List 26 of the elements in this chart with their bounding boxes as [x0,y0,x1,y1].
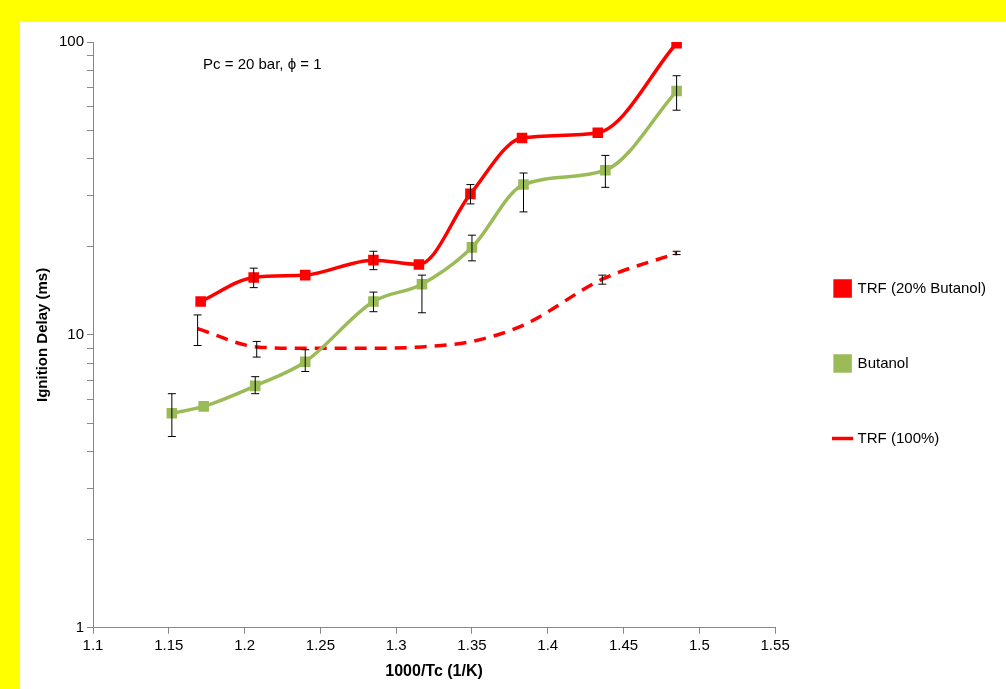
legend-label: Butanol [857,353,909,371]
line-series [195,251,679,351]
x-tick-label: 1.35 [457,635,487,653]
point [516,132,528,144]
x-tick-label: 1.15 [154,635,184,653]
y-tick-label: 100 [59,32,85,50]
legend-label: TRF (20% Butanol) [857,278,987,296]
legend-label: TRF (100%) [857,428,940,446]
x-tick-label: 1.4 [537,635,559,653]
point [592,127,604,139]
x-tick-label: 1.5 [688,635,710,653]
point [413,259,425,270]
point [299,269,311,281]
annotation: Pc = 20 bar, ϕ = 1 [203,54,322,72]
x-tick-label: 1.25 [305,635,335,653]
x-tick-label: 1.1 [82,635,104,653]
x-tick-label: 1.55 [760,635,790,653]
x-tick-label: 1.3 [385,635,407,653]
x-axis-title: 1000/Tc (1/K) [385,661,483,679]
point [195,296,206,307]
y-tick-label: 10 [67,325,85,343]
y-tick-label: 1 [75,617,85,635]
point [198,401,209,412]
y-axis-title: Ignition Delay (ms) [33,267,51,402]
x-tick-label: 1.45 [608,635,639,653]
x-tick-label: 1.2 [234,635,256,653]
